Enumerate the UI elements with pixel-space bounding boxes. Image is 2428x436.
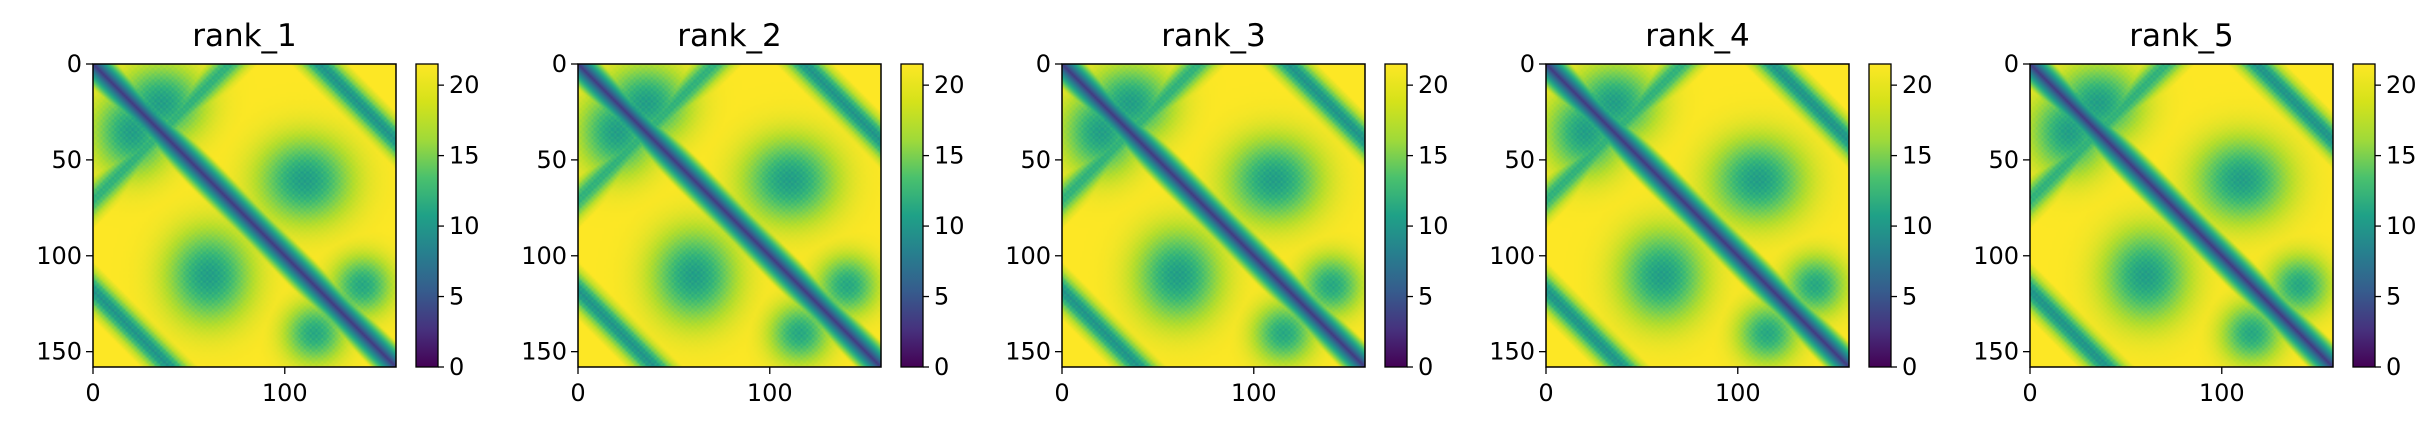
x-tick-label: 0 (570, 379, 585, 407)
colorbar-tick-label: 20 (1902, 71, 1933, 99)
y-tick-label: 0 (2004, 50, 2019, 78)
y-tick-label: 50 (536, 146, 567, 174)
y-tick-label: 50 (51, 146, 82, 174)
colorbar (2352, 63, 2376, 368)
y-tick-label: 50 (1988, 146, 2019, 174)
heatmap-image (93, 64, 396, 367)
subplot-title: rank_5 (2129, 18, 2234, 54)
y-tick-label: 0 (552, 50, 567, 78)
x-tick-label: 0 (2022, 379, 2037, 407)
x-tick-label: 100 (747, 379, 793, 407)
x-tick-label: 100 (2199, 379, 2245, 407)
y-tick-label: 0 (1520, 50, 1535, 78)
colorbar-tick-label: 20 (2386, 71, 2417, 99)
colorbar-tick-label: 20 (1418, 71, 1449, 99)
colorbar-tick-label: 0 (934, 353, 949, 381)
axes-frame (92, 63, 397, 368)
y-tick-label: 100 (1973, 242, 2019, 270)
colorbar-tick-label: 20 (449, 71, 480, 99)
colorbar-tick-label: 10 (1418, 212, 1449, 240)
colorbar-tick-label: 0 (1902, 353, 1917, 381)
heatmap-image (1546, 64, 1849, 367)
y-tick-label: 100 (1005, 242, 1051, 270)
colorbar-tick-label: 15 (2386, 142, 2417, 170)
colorbar-tick-label: 15 (934, 142, 965, 170)
axes-frame (1061, 63, 1366, 368)
axes-frame (1545, 63, 1850, 368)
heatmap-image (578, 64, 881, 367)
colorbar-tick-label: 5 (934, 283, 949, 311)
colorbar-tick-label: 10 (934, 212, 965, 240)
axes-frame (577, 63, 882, 368)
colorbar-tick-label: 15 (1902, 142, 1933, 170)
heatmap-image (1062, 64, 1365, 367)
subplot-title: rank_1 (192, 18, 297, 54)
colorbar-tick-label: 15 (1418, 142, 1449, 170)
x-tick-label: 100 (1231, 379, 1277, 407)
x-tick-label: 100 (1715, 379, 1761, 407)
x-tick-label: 0 (85, 379, 100, 407)
y-tick-label: 150 (1973, 338, 2019, 366)
axes-frame (2029, 63, 2334, 368)
colorbar-tick-label: 10 (2386, 212, 2417, 240)
y-tick-label: 100 (521, 242, 567, 270)
colorbar-tick-label: 5 (2386, 283, 2401, 311)
colorbar-tick-label: 5 (1418, 283, 1433, 311)
colorbar-tick-label: 0 (2386, 353, 2401, 381)
subplot-title: rank_4 (1645, 18, 1750, 54)
y-tick-label: 150 (521, 338, 567, 366)
colorbar (1384, 63, 1408, 368)
subplot-title: rank_3 (1161, 18, 1266, 54)
y-tick-label: 0 (1036, 50, 1051, 78)
colorbar (415, 63, 439, 368)
subplot-title: rank_2 (677, 18, 782, 54)
colorbar-tick-label: 5 (449, 283, 464, 311)
colorbar-tick-label: 5 (1902, 283, 1917, 311)
y-tick-label: 150 (1005, 338, 1051, 366)
y-tick-label: 100 (36, 242, 82, 270)
y-tick-label: 150 (1489, 338, 1535, 366)
y-tick-label: 50 (1504, 146, 1535, 174)
colorbar (900, 63, 924, 368)
y-tick-label: 100 (1489, 242, 1535, 270)
colorbar-tick-label: 0 (449, 353, 464, 381)
colorbar-tick-label: 10 (1902, 212, 1933, 240)
colorbar-tick-label: 20 (934, 71, 965, 99)
x-tick-label: 0 (1054, 379, 1069, 407)
heatmap-image (2030, 64, 2333, 367)
colorbar-tick-label: 10 (449, 212, 480, 240)
y-tick-label: 150 (36, 338, 82, 366)
colorbar-tick-label: 15 (449, 142, 480, 170)
colorbar-tick-label: 0 (1418, 353, 1433, 381)
x-tick-label: 100 (262, 379, 308, 407)
y-tick-label: 0 (67, 50, 82, 78)
colorbar (1868, 63, 1892, 368)
y-tick-label: 50 (1020, 146, 1051, 174)
x-tick-label: 0 (1538, 379, 1553, 407)
